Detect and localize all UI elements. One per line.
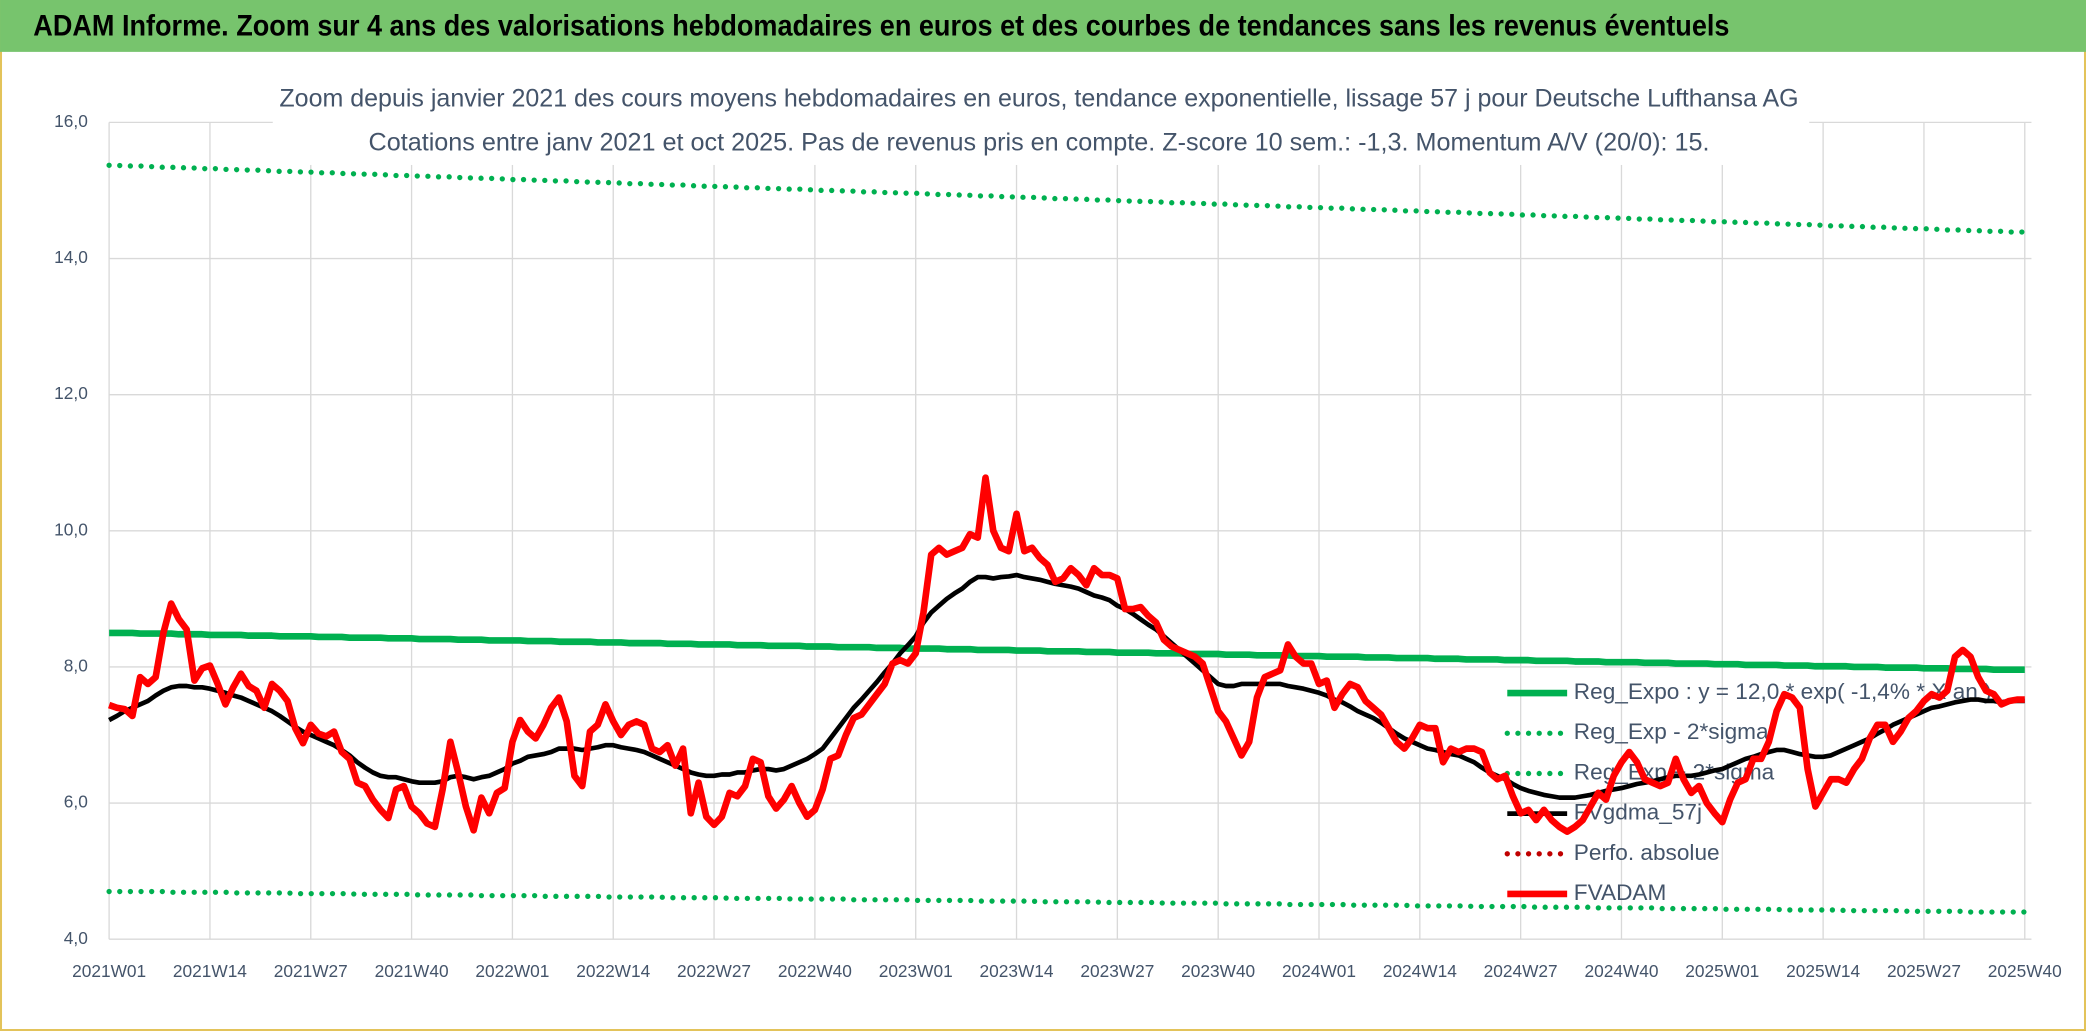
legend-label: FVADAM (1574, 880, 1667, 905)
x-tick-label: 2022W27 (677, 961, 751, 981)
x-tick-label: 2022W40 (778, 961, 852, 981)
x-tick-label: 2025W40 (1988, 961, 2062, 981)
series-line (109, 629, 2025, 673)
series-line (108, 474, 2025, 835)
x-tick-label: 2021W40 (375, 961, 449, 981)
y-tick-label: 12,0 (54, 383, 88, 403)
chart-title: Zoom depuis janvier 2021 des cours moyen… (279, 84, 1798, 112)
banner-bg (0, 0, 2086, 52)
x-tick-label: 2021W01 (72, 961, 146, 981)
x-tick-label: 2022W14 (576, 961, 650, 981)
y-tick-label: 6,0 (64, 792, 88, 812)
chart-subtitle: Cotations entre janv 2021 et oct 2025. P… (369, 128, 1710, 156)
x-tick-label: 2025W14 (1786, 961, 1860, 981)
series-line (106, 888, 2028, 915)
x-tick-label: 2024W40 (1584, 961, 1658, 981)
x-tick-label: 2024W01 (1282, 961, 1356, 981)
series-line (108, 572, 2025, 800)
x-tick-label: 2021W14 (173, 961, 247, 981)
x-tick-label: 2023W01 (879, 961, 953, 981)
x-tick-label: 2023W14 (980, 961, 1054, 981)
x-tick-label: 2023W40 (1181, 961, 1255, 981)
x-tick-label: 2025W27 (1887, 961, 1961, 981)
series-line (106, 162, 2028, 235)
x-tick-label: 2022W01 (475, 961, 549, 981)
x-tick-label: 2023W27 (1080, 961, 1154, 981)
y-tick-label: 4,0 (64, 928, 88, 948)
plot (106, 162, 2028, 915)
y-tick-label: 16,0 (54, 111, 88, 131)
legend-label: Reg_Exp - 2*sigma (1574, 719, 1769, 744)
x-tick-label: 2024W14 (1383, 961, 1457, 981)
y-tick-label: 14,0 (54, 247, 88, 267)
y-tick-label: 10,0 (54, 519, 88, 539)
x-tick-label: 2025W01 (1685, 961, 1759, 981)
legend-label: Perfo. absolue (1574, 840, 1720, 865)
x-tick-label: 2024W27 (1484, 961, 1558, 981)
title-bg (272, 77, 1810, 165)
y-tick-label: 8,0 (64, 655, 88, 675)
banner-title: ADAM Informe. Zoom sur 4 ans des valoris… (33, 11, 1729, 43)
x-tick-label: 2021W27 (274, 961, 348, 981)
